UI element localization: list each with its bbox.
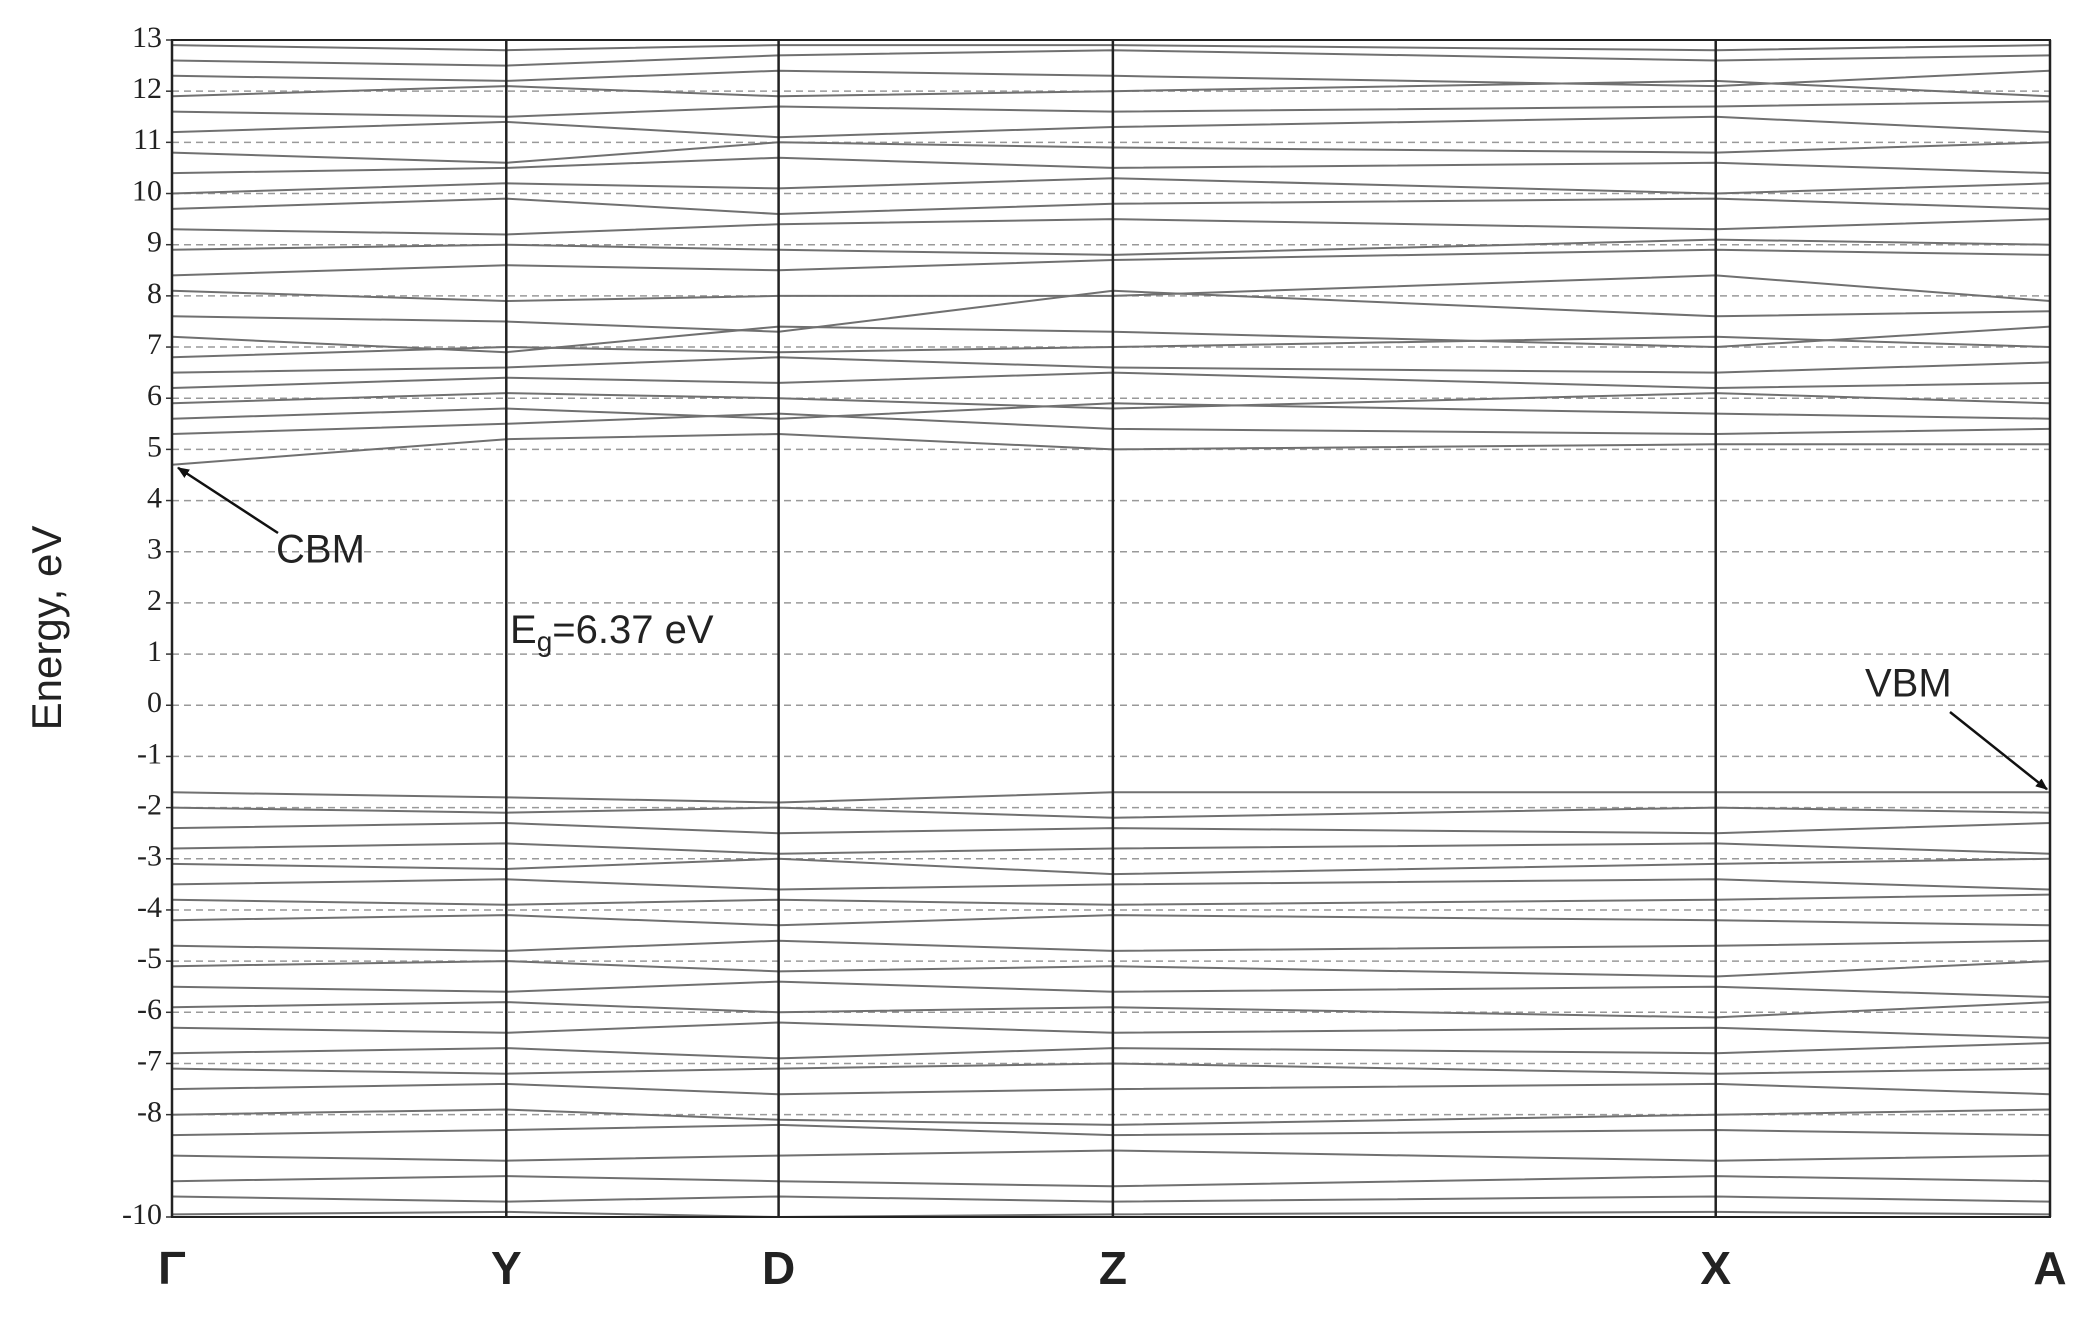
band xyxy=(171,821,2051,835)
band xyxy=(171,893,2051,906)
y-tick-label: 11 xyxy=(133,123,162,156)
y-tick-label: -4 xyxy=(137,891,162,924)
annotation-value: =6.37 eV xyxy=(552,608,714,652)
annotation: CBM xyxy=(276,528,365,572)
band xyxy=(171,960,2051,978)
band xyxy=(171,412,2051,436)
y-tick-label: 12 xyxy=(132,72,162,105)
y-tick-label: 0 xyxy=(147,686,162,719)
x-tick-label: Y xyxy=(491,1242,522,1294)
y-tick-label: 4 xyxy=(147,481,162,514)
band xyxy=(171,238,2051,256)
band xyxy=(171,274,2051,303)
band xyxy=(171,177,2051,195)
band xyxy=(171,1149,2051,1162)
y-tick-label: -1 xyxy=(137,737,162,770)
y-tick-label: -5 xyxy=(137,942,162,975)
band xyxy=(171,1210,2051,1219)
band xyxy=(171,392,2051,410)
band xyxy=(171,914,2051,927)
band xyxy=(171,325,2051,354)
y-tick-label: 3 xyxy=(147,533,162,566)
band xyxy=(171,1082,2051,1096)
y-tick-label: -6 xyxy=(137,993,162,1026)
band xyxy=(171,156,2051,175)
band xyxy=(171,197,2051,216)
band xyxy=(171,1195,2051,1203)
band xyxy=(171,248,2051,277)
band xyxy=(171,69,2051,88)
band xyxy=(171,878,2051,891)
band xyxy=(171,218,2051,236)
y-tick-label: 9 xyxy=(147,226,162,259)
band xyxy=(171,141,2051,164)
band xyxy=(171,432,2050,466)
y-tick-label: 1 xyxy=(147,635,162,668)
band xyxy=(171,356,2051,374)
y-tick-label: -3 xyxy=(137,840,162,873)
annotation-arrow xyxy=(177,466,279,535)
y-tick-label: -8 xyxy=(137,1096,162,1129)
band xyxy=(171,44,2051,52)
band xyxy=(171,939,2051,952)
band xyxy=(171,371,2051,390)
band xyxy=(171,980,2051,998)
plot-frame xyxy=(171,39,2051,1218)
y-tick-label: -7 xyxy=(137,1044,162,1077)
annotation-arrow xyxy=(1949,711,2048,791)
annotation-subscript: g xyxy=(537,626,553,657)
band xyxy=(171,1062,2051,1075)
band xyxy=(171,1175,2051,1188)
band xyxy=(171,842,2051,855)
band xyxy=(171,100,2051,118)
band xyxy=(171,1108,2051,1126)
x-tick-label: A xyxy=(2033,1242,2066,1294)
annotation: Eg=6.37 eV xyxy=(510,608,714,658)
y-tick-label: -2 xyxy=(137,788,162,821)
annotation-symbol: E xyxy=(510,608,537,652)
x-tick-label: Z xyxy=(1099,1242,1127,1294)
y-tick-label: -10 xyxy=(122,1198,162,1231)
band xyxy=(171,857,2051,876)
band xyxy=(171,402,2051,420)
y-tick-label: 8 xyxy=(147,277,162,310)
y-tick-label: 2 xyxy=(147,584,162,617)
band xyxy=(171,1021,2051,1039)
y-tick-label: 5 xyxy=(147,430,162,463)
x-tick-label: D xyxy=(762,1242,795,1294)
y-tick-label: 13 xyxy=(132,21,162,54)
annotation: VBM xyxy=(1865,662,1952,706)
band xyxy=(171,289,2051,333)
band xyxy=(171,115,2051,139)
y-tick-label: 7 xyxy=(147,328,162,361)
band xyxy=(171,1042,2051,1060)
y-tick-label: 6 xyxy=(147,379,162,412)
band xyxy=(171,791,2050,804)
x-tick-label: X xyxy=(1700,1242,1731,1294)
band xyxy=(171,49,2051,67)
x-tick-label: Γ xyxy=(158,1242,186,1294)
band xyxy=(171,1123,2051,1137)
y-tick-label: 10 xyxy=(132,174,162,207)
band xyxy=(171,1001,2051,1019)
band xyxy=(171,806,2051,819)
y-axis-label: Energy, eV xyxy=(23,526,70,731)
